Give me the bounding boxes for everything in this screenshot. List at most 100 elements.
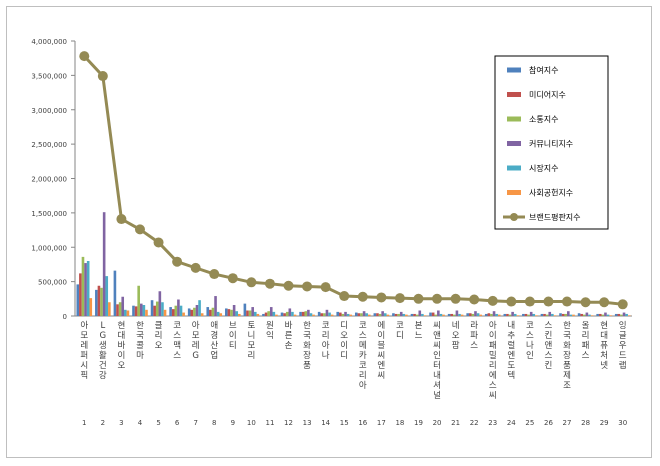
bar-25-series-5 <box>532 313 536 316</box>
bar-4-series-5 <box>142 305 146 316</box>
bar-18-series-1 <box>392 313 395 316</box>
bar-2-series-5 <box>105 276 109 317</box>
rank-label-25: 25 <box>525 419 534 427</box>
bar-26-series-4 <box>548 311 552 317</box>
legend-swatch-4 <box>507 141 521 146</box>
line-point-18 <box>394 293 405 304</box>
rank-label-3: 3 <box>119 419 123 427</box>
bar-26-series-3 <box>545 314 549 317</box>
rank-label-14: 14 <box>321 419 330 427</box>
bar-5-series-2 <box>153 305 156 316</box>
bar-13-series-4 <box>307 309 310 316</box>
rank-label-19: 19 <box>414 419 423 427</box>
line-point-8 <box>209 269 220 280</box>
bar-30-series-6 <box>627 315 631 316</box>
rank-label-10: 10 <box>247 419 256 427</box>
bar-21-series-3 <box>453 314 456 317</box>
bar-26-series-1 <box>540 313 544 316</box>
line-point-2 <box>97 71 108 82</box>
bar-10-series-5 <box>253 311 257 317</box>
bar-10-series-4 <box>251 307 254 316</box>
bar-28-series-2 <box>580 313 583 316</box>
rank-label-24: 24 <box>507 419 516 427</box>
y-tick-label: 3,000,000 <box>31 107 67 115</box>
bar-12-series-5 <box>291 311 294 317</box>
bar-11-series-5 <box>272 311 276 317</box>
bar-8-series-5 <box>216 311 220 317</box>
bar-1-series-6 <box>89 298 93 317</box>
rank-label-26: 26 <box>544 419 553 427</box>
bar-16-series-2 <box>357 313 361 316</box>
rank-label-5: 5 <box>156 419 160 427</box>
y-tick-label: 1,500,000 <box>31 210 67 218</box>
bar-6-series-4 <box>177 299 180 316</box>
bar-8-series-4 <box>214 296 217 316</box>
bar-20-series-5 <box>439 313 443 316</box>
rank-label-9: 9 <box>231 419 235 427</box>
bar-9-series-2 <box>227 309 231 317</box>
bar-5-series-4 <box>158 291 162 316</box>
rank-label-28: 28 <box>581 419 590 427</box>
y-tick-label: 2,500,000 <box>31 141 67 149</box>
bar-2-series-1 <box>95 289 98 317</box>
bar-3-series-3 <box>118 302 122 316</box>
line-point-14 <box>320 282 331 293</box>
bar-25-series-3 <box>527 314 530 317</box>
line-point-30 <box>617 299 628 310</box>
bar-29-series-2 <box>598 313 602 316</box>
rank-label-17: 17 <box>377 419 386 427</box>
bar-17-series-5 <box>383 313 387 316</box>
bar-24-series-6 <box>516 315 520 316</box>
legend-label-5: 시장지수 <box>529 163 558 173</box>
bar-29-series-1 <box>596 313 599 316</box>
bar-6-series-6 <box>182 312 185 316</box>
bar-19-series-5 <box>421 313 424 316</box>
bar-21-series-4 <box>455 310 459 316</box>
bar-9-series-6 <box>238 313 241 316</box>
bar-12-series-6 <box>293 314 297 317</box>
bar-7-series-6 <box>200 313 204 316</box>
bar-1-series-2 <box>79 273 82 317</box>
bar-27-series-6 <box>572 314 575 317</box>
bar-7-series-3 <box>193 307 196 316</box>
bar-20-series-3 <box>434 314 438 317</box>
bar-10-series-2 <box>246 310 249 316</box>
bar-23-series-6 <box>497 314 501 317</box>
rank-label-13: 13 <box>303 419 312 427</box>
bar-27-series-1 <box>559 313 562 316</box>
bar-14-series-1 <box>317 311 321 317</box>
rank-label-20: 20 <box>433 419 442 427</box>
line-point-25 <box>524 296 535 307</box>
line-point-22 <box>469 294 480 305</box>
line-point-27 <box>562 296 573 307</box>
bar-21-series-1 <box>447 313 451 316</box>
bar-2-series-6 <box>108 302 111 316</box>
bar-27-series-5 <box>569 314 573 317</box>
bar-1-series-4 <box>84 263 87 316</box>
bar-15-series-2 <box>339 312 342 316</box>
bar-16-series-3 <box>360 313 363 316</box>
bar-9-series-3 <box>230 309 233 316</box>
rank-label-15: 15 <box>340 419 349 427</box>
bar-11-series-6 <box>275 314 278 317</box>
y-tick-label: 4,000,000 <box>31 38 67 46</box>
bar-30-series-1 <box>614 313 618 316</box>
bar-11-series-4 <box>269 307 273 316</box>
line-point-3 <box>116 214 127 225</box>
bar-5-series-5 <box>161 302 164 316</box>
rank-label-18: 18 <box>395 419 404 427</box>
bar-16-series-6 <box>367 314 371 317</box>
bar-14-series-4 <box>325 309 329 316</box>
bar-22-series-2 <box>468 313 472 316</box>
bar-2-series-4 <box>102 212 106 316</box>
bar-18-series-5 <box>402 313 406 316</box>
